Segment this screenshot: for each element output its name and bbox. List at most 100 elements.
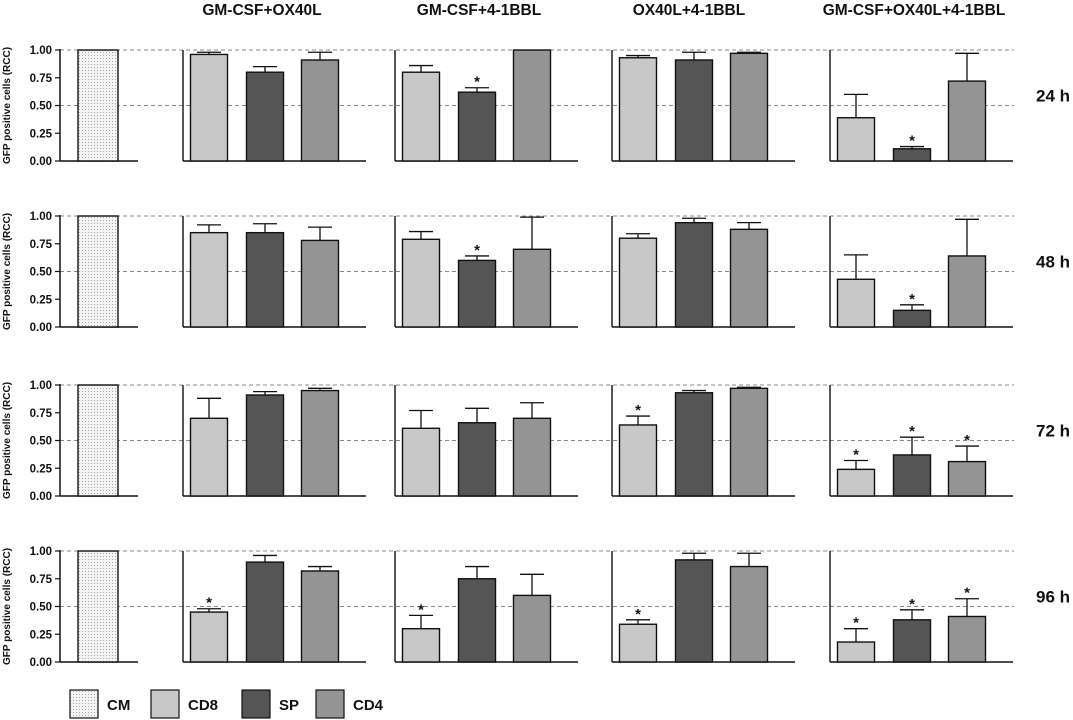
bar-sp <box>457 578 497 663</box>
y-tick-label: 0.25 <box>30 629 53 641</box>
time-label: 48 h <box>1036 253 1070 272</box>
significance-asterisk: * <box>474 242 480 259</box>
bar-sp <box>457 422 497 497</box>
y-axis-label: GFP positive cells (RCC) <box>2 548 13 665</box>
bar-cd8 <box>189 417 229 497</box>
bar-cd4 <box>300 239 340 328</box>
legend-swatch-cm <box>69 689 99 719</box>
y-axis-label: GFP positive cells (RCC) <box>2 382 13 499</box>
y-tick-label: 0.75 <box>30 574 53 586</box>
group-title-4: GM-CSF+OX40L+4-1BBL <box>823 2 1006 19</box>
bar-sp <box>674 392 714 497</box>
panel-4: GFP positive cells (RCC) 0.00 0.25 0.50 0.75… <box>2 546 1070 669</box>
significance-asterisk: * <box>853 446 859 463</box>
legend-swatch-cd4 <box>315 689 345 719</box>
bar-cm <box>77 384 119 497</box>
y-tick-label: 0.25 <box>30 294 53 306</box>
legend-label-cd4: CD4 <box>353 697 384 714</box>
significance-asterisk: * <box>635 606 641 623</box>
y-tick-label: 1.00 <box>30 546 52 558</box>
bar-cd8 <box>836 468 876 497</box>
y-tick-label: 0.75 <box>30 73 53 85</box>
group-title-3: OX40L+4-1BBL <box>633 2 745 19</box>
y-tick-label: 0.50 <box>30 602 52 614</box>
bar-cd4 <box>512 49 552 162</box>
bar-sp <box>892 309 932 328</box>
bar-cd8 <box>618 237 658 328</box>
legend-label-sp: SP <box>279 697 299 714</box>
group-1 <box>182 385 366 497</box>
group-2: * <box>394 551 578 663</box>
bar-cd4 <box>729 387 769 497</box>
bar-cd4 <box>729 228 769 328</box>
significance-asterisk: * <box>206 595 212 612</box>
bar-cd4 <box>947 460 987 497</box>
group-3: * <box>611 385 795 497</box>
bar-cm <box>77 215 119 328</box>
bar-cd4 <box>947 80 987 162</box>
significance-asterisk: * <box>418 601 424 618</box>
bar-sp <box>674 559 714 663</box>
bar-cd8 <box>189 611 229 663</box>
bar-cd8 <box>189 53 229 162</box>
bar-cd8 <box>836 117 876 162</box>
bar-sp <box>245 71 285 162</box>
bar-cd4 <box>947 255 987 328</box>
bar-sp <box>674 221 714 328</box>
significance-asterisk: * <box>964 585 970 602</box>
bar-cd8 <box>618 424 658 497</box>
group-4: * * * <box>829 551 1013 663</box>
bar-cd4 <box>300 570 340 663</box>
bar-cd8 <box>836 641 876 663</box>
bar-cd8 <box>189 231 229 328</box>
y-tick-label: 0.00 <box>30 156 52 168</box>
bar-cd4 <box>300 389 340 497</box>
y-tick-label: 0.75 <box>30 408 53 420</box>
y-tick-label: 1.00 <box>30 211 52 223</box>
bar-sp <box>892 454 932 497</box>
bar-sp <box>457 91 497 162</box>
legend-swatch-sp <box>241 689 271 719</box>
y-tick-label: 0.00 <box>30 491 52 503</box>
significance-asterisk: * <box>909 133 915 150</box>
y-tick-label: 0.00 <box>30 657 52 669</box>
bar-sp <box>892 148 932 162</box>
bar-cd8 <box>401 238 441 328</box>
bar-cd8 <box>401 628 441 663</box>
legend-label-cm: CM <box>107 697 130 714</box>
significance-asterisk: * <box>909 596 915 613</box>
y-tick-label: 0.50 <box>30 101 52 113</box>
y-tick-label: 0.25 <box>30 463 53 475</box>
group-3 <box>611 216 795 328</box>
group-title-1: GM-CSF+OX40L <box>202 2 321 19</box>
bar-cd8 <box>401 427 441 497</box>
bar-cd4 <box>512 248 552 328</box>
group-2 <box>394 385 578 497</box>
legend: CM CD8 SP CD4 <box>69 689 384 719</box>
group-1: * <box>182 551 366 663</box>
y-tick-label: 0.25 <box>30 128 53 140</box>
bar-sp <box>245 231 285 328</box>
time-label: 24 h <box>1036 87 1070 106</box>
group-4: * <box>829 216 1013 328</box>
y-tick-label: 1.00 <box>30 380 52 392</box>
y-tick-label: 0.75 <box>30 239 53 251</box>
bar-cd4 <box>300 59 340 162</box>
group-4: * * * <box>829 385 1013 497</box>
group-1 <box>182 216 366 328</box>
panel-1: GFP positive cells (RCC) 0.00 0.25 0.50 0.75… <box>2 45 1070 168</box>
bar-cd8 <box>618 57 658 162</box>
bar-cd4 <box>947 615 987 663</box>
group-2: * <box>394 216 578 328</box>
panel-2: GFP positive cells (RCC) 0.00 0.25 0.50 0.75… <box>2 211 1070 334</box>
bar-sp <box>674 59 714 162</box>
legend-label-cd8: CD8 <box>188 697 218 714</box>
y-tick-label: 0.50 <box>30 436 52 448</box>
bar-cm <box>77 550 119 663</box>
group-3: * <box>611 551 795 663</box>
bar-cd4 <box>512 594 552 663</box>
significance-asterisk: * <box>853 615 859 632</box>
legend-swatch-cd8 <box>150 689 180 719</box>
bar-cd8 <box>836 278 876 328</box>
